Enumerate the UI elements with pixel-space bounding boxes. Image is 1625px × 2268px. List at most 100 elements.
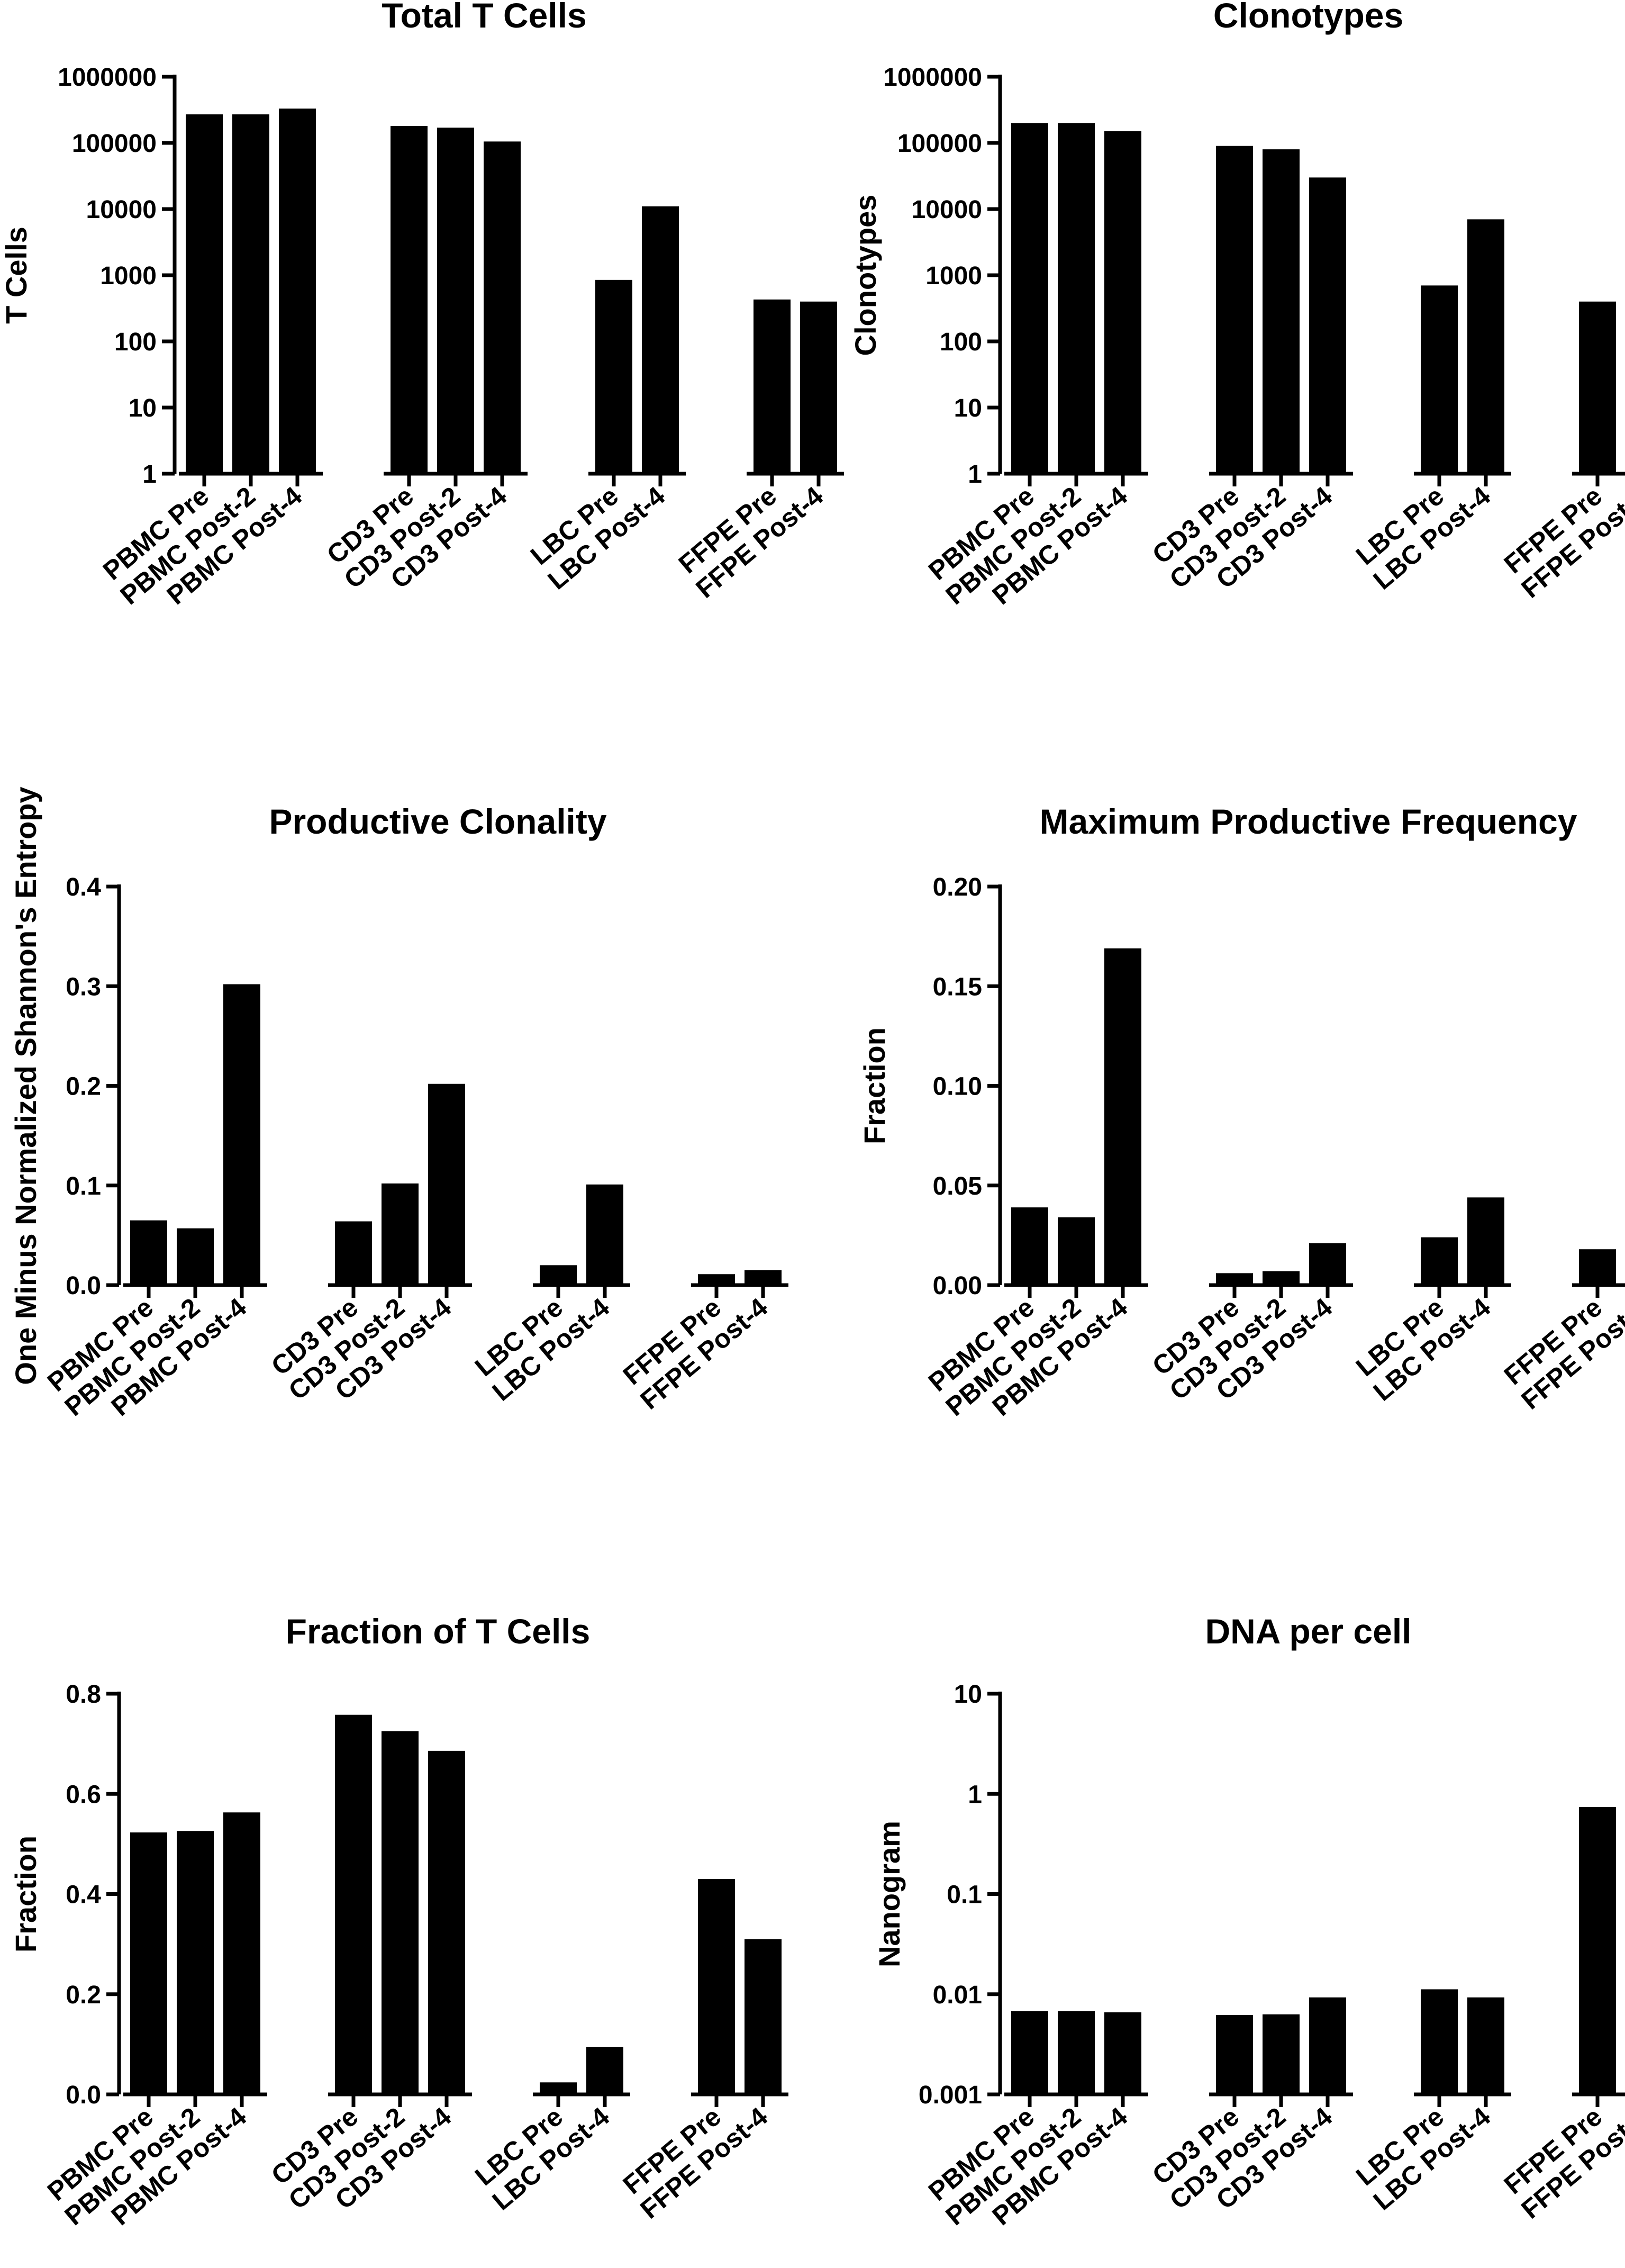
bar-pbmc-pre <box>130 1220 167 1285</box>
bar-lbc-pre <box>1421 1237 1458 1285</box>
bar-ffpe-pre <box>1579 1806 1616 2094</box>
bar-pbmc-pre <box>130 1832 167 2094</box>
bar-ffpe-post-4 <box>745 1270 782 1285</box>
bar-lbc-post-4 <box>586 2047 623 2094</box>
bar-pbmc-post-2 <box>232 114 269 474</box>
bar-ffpe-post-4 <box>745 1939 782 2094</box>
bar-pbmc-post-2 <box>1058 123 1095 474</box>
bar-pbmc-post-2 <box>177 1831 214 2094</box>
y-tick-label: 0.001 <box>919 2081 982 2109</box>
y-tick-label: 0.0 <box>66 2081 101 2109</box>
bar-lbc-post-4 <box>586 1184 623 1285</box>
bar-ffpe-pre <box>1579 1249 1616 1285</box>
y-axis-label: T Cells <box>0 227 33 324</box>
bar-lbc-post-4 <box>1467 1997 1504 2094</box>
y-tick-label: 0.6 <box>66 1781 101 1809</box>
chart-title: Total T Cells <box>382 0 587 35</box>
y-tick-label: 0.4 <box>66 1881 101 1909</box>
bar-pbmc-post-4 <box>279 109 316 474</box>
chart-panel-3: Productive Clonality One Minus Normalized… <box>9 787 788 1422</box>
y-tick-label: 10 <box>954 1680 982 1709</box>
bar-cd3-post-4 <box>484 141 521 474</box>
y-tick-label: 0.00 <box>933 1272 982 1300</box>
y-tick-label: 1 <box>142 460 157 489</box>
bar-lbc-pre <box>595 279 632 474</box>
bar-cd3-post-2 <box>1263 149 1300 474</box>
bar-cd3-post-2 <box>382 1183 419 1285</box>
bar-pbmc-pre <box>1011 2011 1048 2094</box>
y-tick-label: 0.1 <box>947 1881 982 1909</box>
y-tick-label: 10000 <box>86 196 157 224</box>
y-tick-label: 1000 <box>925 262 982 290</box>
bar-lbc-post-4 <box>1467 1197 1504 1285</box>
y-tick-label: 0.1 <box>66 1172 101 1200</box>
y-tick-label: 1000000 <box>883 64 982 92</box>
y-tick-label: 1000 <box>100 262 157 290</box>
y-tick-label: 0.2 <box>66 1073 101 1101</box>
bar-pbmc-post-2 <box>1058 2011 1095 2094</box>
bar-cd3-pre <box>1216 1273 1253 1285</box>
y-tick-label: 0.20 <box>933 873 982 901</box>
y-axis-label: Nanogram <box>873 1821 906 1967</box>
y-tick-label: 100000 <box>72 130 157 158</box>
bar-ffpe-pre <box>698 1879 735 2094</box>
chart-panel-5: Fraction of T Cells Fraction 0.0 0.2 0.4 0.6 0… <box>9 1612 788 2231</box>
bar-pbmc-post-4 <box>1104 131 1141 474</box>
chart-title: Fraction of T Cells <box>286 1612 591 1651</box>
y-tick-label: 0.3 <box>66 973 101 1001</box>
y-tick-label: 100 <box>114 328 157 356</box>
chart-title: Productive Clonality <box>269 802 606 841</box>
chart-title: Maximum Productive Frequency <box>1040 802 1577 841</box>
y-axis-label: Fraction <box>9 1836 42 1953</box>
y-tick-label: 10 <box>129 394 157 422</box>
bar-pbmc-post-2 <box>1058 1217 1095 1285</box>
y-tick-label: 100 <box>940 328 982 356</box>
bar-cd3-pre <box>1216 146 1253 474</box>
bar-cd3-post-4 <box>1309 177 1346 474</box>
y-tick-label: 0.2 <box>66 1981 101 2009</box>
y-tick-label: 0.05 <box>933 1172 982 1200</box>
bar-cd3-post-4 <box>428 1083 465 1285</box>
bar-cd3-post-4 <box>1309 1243 1346 1285</box>
bar-ffpe-pre <box>754 299 791 474</box>
bar-ffpe-pre <box>1579 301 1616 474</box>
y-axis-label: One Minus Normalized Shannon's Entropy <box>9 787 42 1385</box>
y-tick-label: 0.01 <box>933 1981 982 2009</box>
bar-pbmc-post-2 <box>177 1228 214 1285</box>
y-axis-label: Fraction <box>858 1027 891 1144</box>
bar-cd3-post-4 <box>428 1750 465 2094</box>
bar-cd3-post-2 <box>437 128 474 474</box>
y-tick-label: 10000 <box>912 196 982 224</box>
bar-cd3-post-2 <box>1263 2014 1300 2094</box>
chart-title: DNA per cell <box>1205 1612 1411 1651</box>
bar-pbmc-post-4 <box>1104 948 1141 1285</box>
bar-ffpe-pre <box>698 1274 735 1285</box>
bar-lbc-pre <box>1421 1989 1458 2094</box>
bar-cd3-post-2 <box>382 1731 419 2094</box>
y-tick-label: 0.10 <box>933 1073 982 1101</box>
bar-lbc-pre <box>540 1265 577 1285</box>
y-tick-label: 1 <box>968 460 982 489</box>
bar-ffpe-post-4 <box>800 301 837 474</box>
chart-panel-6: DNA per cellNanogram0.0010.010.1110PBMC … <box>873 1612 1625 2231</box>
bar-pbmc-pre <box>1011 123 1048 474</box>
bar-cd3-pre <box>391 126 428 474</box>
y-tick-label: 1 <box>968 1781 982 1809</box>
y-axis-label: Clonotypes <box>849 195 882 356</box>
y-tick-label: 0.4 <box>66 873 101 901</box>
y-tick-label: 0.0 <box>66 1272 101 1300</box>
bar-lbc-post-4 <box>642 206 679 474</box>
chart-panel-1: Total T Cells T Cells 1 10 100 1000 10000 10000… <box>0 0 844 610</box>
bar-cd3-post-4 <box>1309 1997 1346 2094</box>
bar-pbmc-post-4 <box>223 984 260 1285</box>
y-tick-label: 0.15 <box>933 973 982 1001</box>
bar-cd3-pre <box>1216 2015 1253 2094</box>
y-tick-label: 100000 <box>897 130 982 158</box>
bar-lbc-post-4 <box>1467 219 1504 474</box>
bar-pbmc-post-4 <box>1104 2012 1141 2094</box>
chart-panel-4: Maximum Productive Frequency Fraction 0.00… <box>858 802 1625 1422</box>
bar-cd3-pre <box>335 1221 372 1285</box>
chart-title: Clonotypes <box>1213 0 1403 35</box>
y-tick-label: 10 <box>954 394 982 422</box>
